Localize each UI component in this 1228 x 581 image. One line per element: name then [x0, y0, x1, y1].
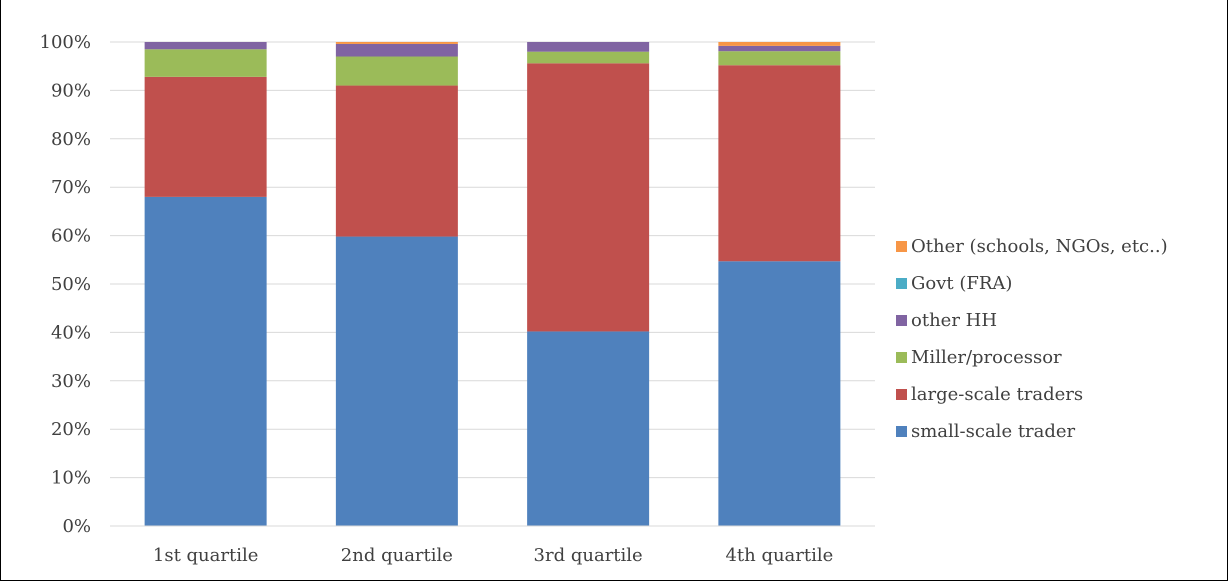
y-tick-label: 60%: [51, 226, 91, 247]
bar-segment: [718, 65, 841, 262]
legend-label: other HH: [911, 310, 997, 331]
bar-segment: [527, 51, 650, 64]
y-tick-label: 0%: [62, 516, 91, 537]
y-tick-label: 30%: [51, 371, 91, 392]
y-tick-label: 40%: [51, 322, 91, 343]
legend-label: Miller/processor: [911, 347, 1062, 368]
bar-segment: [718, 42, 841, 46]
y-tick-label: 10%: [51, 468, 91, 489]
legend-swatch: [896, 426, 907, 437]
bar-segment: [335, 236, 458, 526]
legend-swatch: [896, 241, 907, 252]
y-tick-label: 50%: [51, 274, 91, 295]
legend-swatch: [896, 352, 907, 363]
bar-segment: [718, 51, 841, 66]
bar-segment: [718, 45, 841, 52]
bar-segment: [144, 76, 267, 197]
bar-segment: [144, 49, 267, 77]
y-tick-label: 100%: [40, 32, 91, 53]
legend-label: Govt (FRA): [911, 273, 1012, 294]
legend: Other (schools, NGOs, etc..) Govt (FRA) ot…: [896, 236, 1168, 442]
y-tick-label: 80%: [51, 129, 91, 150]
bar-segment: [527, 42, 650, 52]
bar-segment: [144, 196, 267, 526]
legend-swatch: [896, 278, 907, 289]
bar-segment: [335, 42, 458, 44]
bar-segment: [335, 85, 458, 237]
bar-segment: [144, 42, 267, 50]
legend-swatch: [896, 389, 907, 400]
x-tick-label: 3rd quartile: [534, 545, 643, 566]
y-tick-label: 90%: [51, 80, 91, 101]
legend-label: large-scale traders: [911, 384, 1083, 405]
bar-segment: [527, 63, 650, 332]
y-tick-label: 70%: [51, 177, 91, 198]
legend-label: small-scale trader: [911, 421, 1076, 442]
bars: [144, 42, 841, 526]
y-tick-label: 20%: [51, 419, 91, 440]
bar-segment: [335, 56, 458, 86]
x-tick-label: 2nd quartile: [341, 545, 453, 566]
x-tick-label: 1st quartile: [153, 545, 259, 566]
legend-label: Other (schools, NGOs, etc..): [911, 236, 1168, 257]
bar-segment: [335, 43, 458, 57]
legend-swatch: [896, 315, 907, 326]
axes: 0% 10% 20% 30% 40% 50% 60% 70% 80% 90% 100% 1st qua…: [40, 32, 875, 566]
bar-segment: [718, 261, 841, 526]
x-tick-label: 4th quartile: [725, 545, 833, 566]
bar-segment: [527, 331, 650, 526]
